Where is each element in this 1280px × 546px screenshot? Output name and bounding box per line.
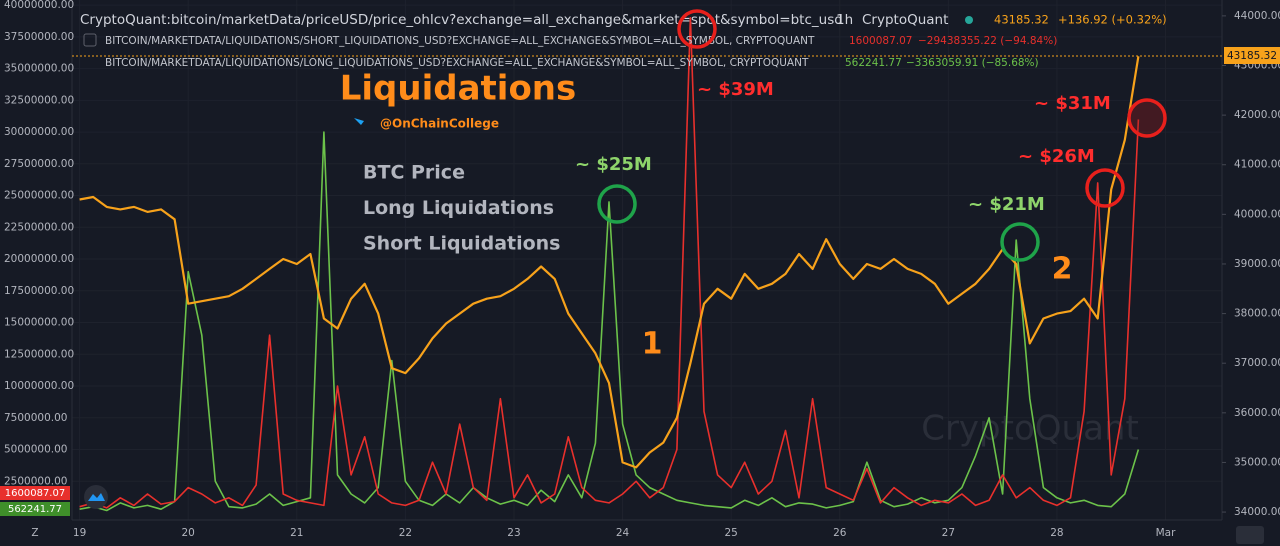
x-tick-label: 28 (1050, 527, 1063, 539)
annotation-title: Liquidations (340, 69, 577, 109)
legend-entry: Short Liquidations (363, 233, 561, 255)
callout: ~ $26M (1018, 146, 1095, 167)
y-tick-label: 5000000.00 (4, 444, 67, 456)
y-tick-label: 37500000.00 (4, 31, 74, 43)
y-tick-label: 7500000.00 (4, 412, 67, 424)
source: CryptoQuant (862, 12, 948, 28)
y2-tick-label: 41000.00 (1234, 159, 1280, 171)
axes: 2500000.00 5000000.00 7500000.00 10000000.0… (4, 0, 1280, 539)
y-tick-label: 22500000.00 (4, 221, 74, 233)
long-tag-label: 562241.77 (8, 504, 62, 515)
y-tick-label: 2500000.00 (4, 475, 67, 487)
x-tick-label: 20 (182, 527, 195, 539)
marker-label: 1 (642, 327, 663, 362)
callout: ~ $31M (1034, 93, 1111, 114)
highlight-circle (1000, 222, 1040, 262)
short-row-change: −29438355.22 (−94.84%) (918, 35, 1057, 47)
y2-tick-label: 36000.00 (1234, 407, 1280, 419)
series-line (79, 56, 1140, 469)
long-row-change: −3363059.91 (−85.68%) (906, 57, 1039, 69)
long-tag (0, 502, 70, 516)
highlight-circle (597, 184, 637, 224)
y2-tick-label: 42000.00 (1234, 109, 1280, 121)
callout: ~ $21M (968, 194, 1045, 215)
watermark: CryptoQuant (921, 409, 1139, 449)
x-tick-label: 27 (942, 527, 955, 539)
long-row-label: BITCOIN/MARKETDATA/LIQUIDATIONS/LONG_LIQ… (105, 57, 809, 69)
callout: ~ $39M (697, 79, 774, 100)
price-change: +136.92 (+0.32%) (1058, 13, 1167, 27)
interval: 1h (836, 12, 853, 28)
x-tick-label: 21 (290, 527, 303, 539)
y-tick-label: 15000000.00 (4, 317, 74, 329)
legend-entry: BTC Price (363, 162, 465, 184)
y2-tick-label: 38000.00 (1234, 308, 1280, 320)
plot (79, 17, 1140, 512)
y-tick-label: 12500000.00 (4, 348, 74, 360)
series-line (79, 17, 1140, 509)
y-tick-label: 35000000.00 (4, 63, 74, 75)
x-tick-label: 25 (724, 527, 737, 539)
long-row-last: 562241.77 (845, 57, 902, 69)
corner-button[interactable]: Z (31, 527, 38, 539)
y-tick-label: 30000000.00 (4, 126, 74, 138)
short-row-last: 1600087.07 (849, 35, 912, 47)
price-tag (1224, 47, 1280, 64)
y2-tick-label: 39000.00 (1234, 258, 1280, 270)
x-tick-label: 24 (616, 527, 630, 539)
settings-button[interactable] (1236, 526, 1264, 544)
x-tick-label: 23 (507, 527, 520, 539)
short-tag-label: 1600087.07 (5, 488, 65, 499)
marker-label: 2 (1052, 252, 1073, 287)
short-tag (0, 486, 70, 500)
series-line (79, 131, 1140, 512)
collapse-button[interactable] (83, 33, 97, 47)
price-tag-label: 43185.32 (1227, 50, 1277, 62)
x-tick-label: 26 (833, 527, 847, 539)
symbol: CryptoQuant:bitcoin/marketData/priceUSD/… (80, 12, 843, 28)
twitter-icon (354, 118, 364, 125)
y-tick-label: 20000000.00 (4, 253, 74, 265)
y-tick-label: 32500000.00 (4, 94, 74, 106)
x-tick-label: Mar (1156, 527, 1176, 539)
x-tick-label: 19 (73, 527, 86, 539)
legend-entry: Long Liquidations (363, 197, 554, 219)
y-tick-label: 40000000.00 (4, 0, 74, 11)
highlight-circle (677, 9, 717, 49)
y-tick-label: 17500000.00 (4, 285, 74, 297)
callout: ~ $25M (575, 154, 652, 175)
y2-tick-label: 44000.00 (1234, 10, 1280, 22)
y-tick-label: 10000000.00 (4, 380, 74, 392)
y-tick-label: 25000000.00 (4, 190, 74, 202)
price-last: 43185.32 (994, 13, 1049, 27)
highlight-circle (1127, 98, 1167, 138)
legend: BTC Price Long Liquidations Short Liquidat… (363, 162, 561, 255)
logo-icon (88, 493, 105, 501)
grid (72, 0, 1222, 520)
handle: @OnChainCollege (380, 117, 499, 131)
x-tick-label: 22 (399, 527, 412, 539)
y2-tick-label: 37000.00 (1234, 357, 1280, 369)
short-row-label: BITCOIN/MARKETDATA/LIQUIDATIONS/SHORT_LI… (105, 35, 815, 47)
y2-tick-label: 35000.00 (1234, 456, 1280, 468)
y-tick-label: 27500000.00 (4, 158, 74, 170)
y2-tick-label: 40000.00 (1234, 208, 1280, 220)
status-dot (965, 16, 973, 24)
y2-tick-label: 34000.00 (1234, 506, 1280, 518)
highlight-circle (1085, 168, 1125, 208)
